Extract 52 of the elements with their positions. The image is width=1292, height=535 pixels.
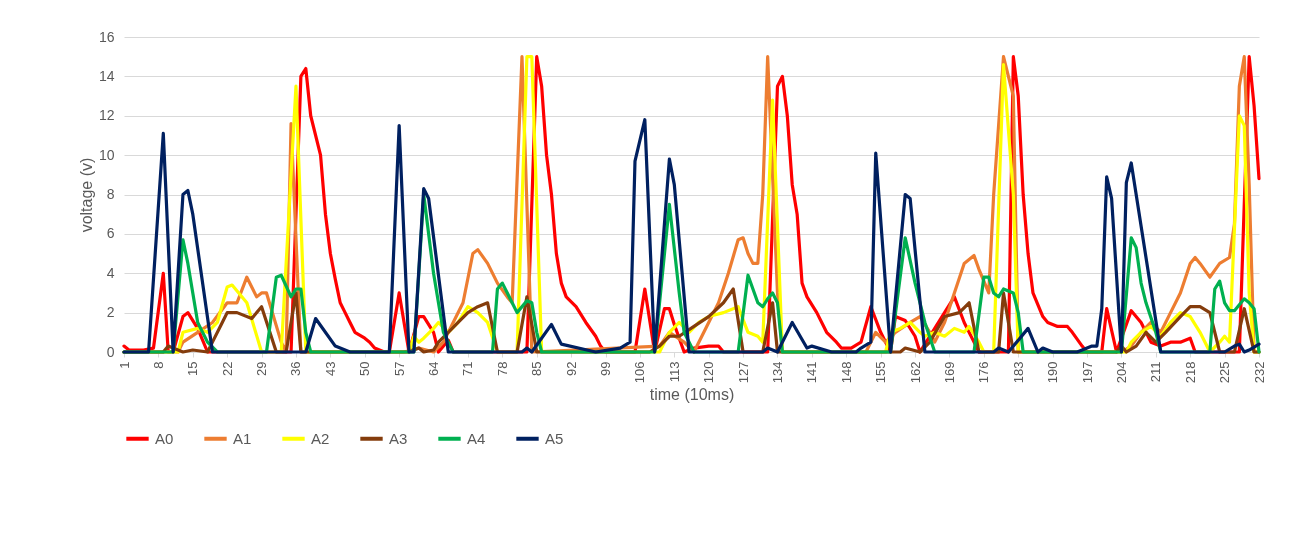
x-tick-label: 148 (838, 361, 854, 384)
x-tick-label: 106 (632, 361, 648, 384)
x-tick-label: 162 (907, 361, 923, 384)
y-tick-label: 2 (106, 304, 115, 321)
x-tick-label: 92 (563, 361, 579, 376)
x-tick-label: 127 (735, 361, 751, 384)
y-tick-label: 6 (106, 225, 115, 242)
x-tick-label: 78 (494, 361, 510, 376)
x-tick-label: 50 (357, 361, 373, 376)
x-tick-label: 169 (941, 361, 957, 384)
x-tick-label: 36 (288, 361, 304, 376)
x-tick-label: 218 (1182, 361, 1198, 384)
x-tick-label: 8 (150, 361, 166, 369)
x-tick-label: 183 (1010, 361, 1026, 384)
x-tick-label: 22 (219, 361, 235, 376)
x-tick-label: 15 (185, 361, 201, 376)
x-tick-label: 29 (254, 361, 270, 376)
y-tick-label: 4 (106, 264, 115, 281)
legend-label: A3 (389, 429, 408, 447)
line-series (122, 118, 1261, 354)
x-tick-label: 176 (976, 361, 992, 384)
x-tick-label: 120 (701, 361, 717, 384)
x-axis-title: time (10ms) (649, 386, 735, 404)
x-tick-label: 57 (391, 361, 407, 376)
legend-label: A4 (467, 429, 486, 447)
x-tick-label: 1 (116, 361, 132, 369)
y-tick-label: 10 (98, 146, 115, 163)
y-tick-label: 16 (98, 28, 115, 45)
legend-label: A2 (311, 429, 330, 447)
x-tick-label: 134 (769, 361, 785, 384)
x-tick-label: 43 (322, 361, 338, 376)
legend-label: A5 (545, 429, 564, 447)
x-tick-label: 141 (804, 361, 820, 384)
x-tick-label: 204 (1113, 361, 1129, 384)
x-tick-label: 64 (426, 361, 442, 376)
legend-label: A0 (155, 429, 174, 447)
x-tick-label: 232 (1251, 361, 1267, 384)
x-tick-label: 197 (1079, 361, 1095, 384)
y-tick-label: 0 (106, 343, 115, 360)
x-tick-label: 155 (873, 361, 889, 384)
y-tick-label: 8 (106, 186, 115, 202)
x-tick-label: 99 (598, 361, 614, 376)
legend-label: A1 (233, 429, 252, 447)
x-tick-label: 190 (1045, 361, 1061, 384)
x-tick-label: 71 (460, 361, 476, 376)
y-axis-title: voltage (v) (77, 157, 95, 233)
x-tick-label: 85 (529, 361, 545, 376)
x-tick-label: 113 (666, 361, 682, 383)
x-tick-label: 211 (1148, 361, 1164, 383)
y-tick-label: 14 (98, 67, 115, 84)
y-tick-label: 12 (98, 107, 115, 124)
x-tick-label: 225 (1217, 361, 1233, 384)
